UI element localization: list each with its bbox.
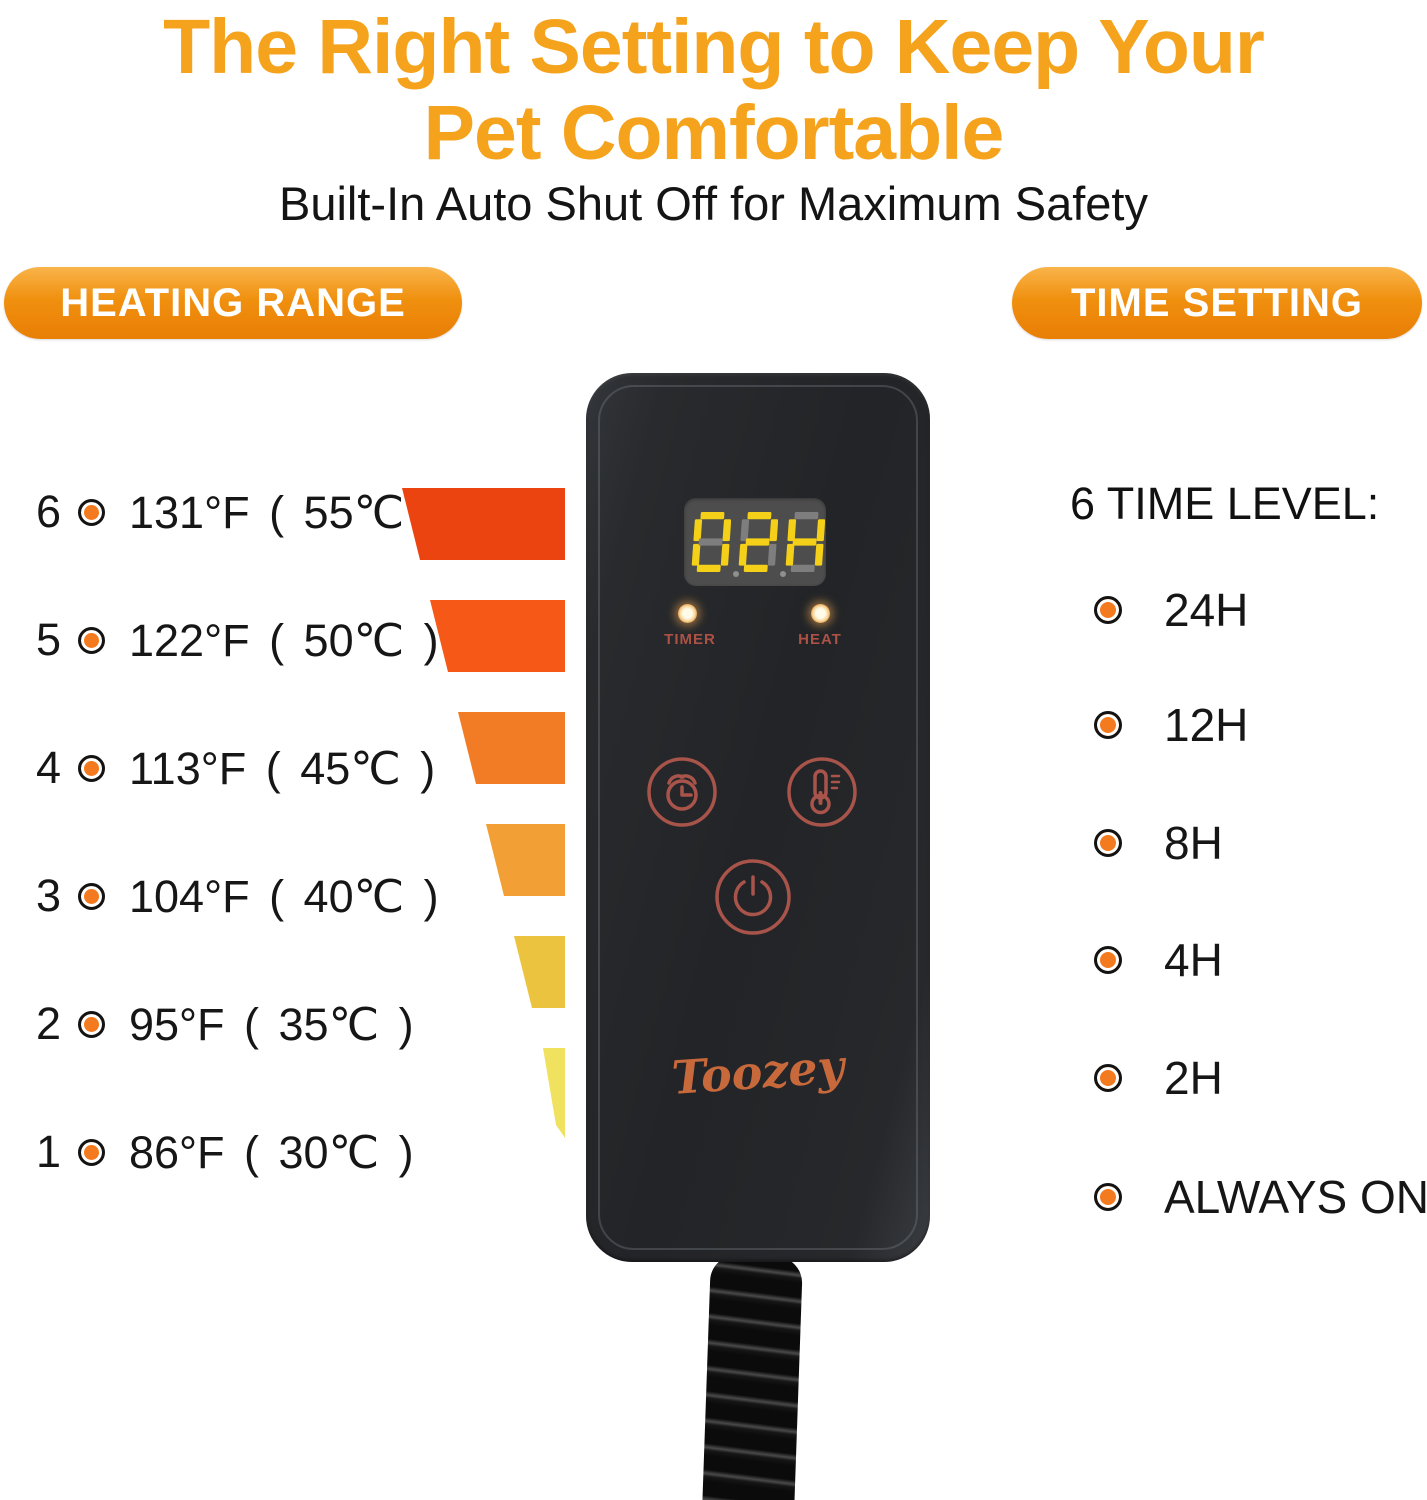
time-option-label: 4H bbox=[1164, 934, 1223, 986]
orange-bullet-icon bbox=[78, 754, 105, 782]
alarm-clock-icon bbox=[666, 774, 698, 811]
decimal-dot bbox=[733, 571, 739, 577]
heating-level-number: 5 bbox=[36, 614, 62, 665]
heating-level-temperature: 95°F ( 35℃ ) bbox=[129, 998, 414, 1050]
time-option-row: 2H bbox=[1094, 1050, 1223, 1106]
time-option-label: 8H bbox=[1164, 817, 1223, 869]
orange-bullet-icon bbox=[78, 882, 105, 910]
display-value bbox=[691, 509, 825, 575]
time-level-heading: 6 TIME LEVEL: bbox=[1070, 478, 1380, 529]
heat-bar-level1 bbox=[543, 1048, 565, 1138]
page-subtitle: Built-In Auto Shut Off for Maximum Safet… bbox=[279, 177, 1148, 230]
heating-level-temperature: 86°F ( 30℃ ) bbox=[129, 1126, 414, 1178]
orange-bullet-icon bbox=[78, 626, 105, 654]
led-display bbox=[684, 498, 826, 586]
orange-bullet-icon bbox=[1094, 596, 1122, 624]
timer-indicator-label: TIMER bbox=[664, 631, 716, 648]
power-icon bbox=[733, 875, 773, 917]
time-setting-badge: TIME SETTING bbox=[1012, 267, 1422, 339]
heat-bar-level3 bbox=[486, 824, 565, 896]
time-option-label: 12H bbox=[1164, 699, 1249, 751]
heating-level-temperature: 131°F ( 55℃ ) bbox=[129, 486, 439, 538]
heating-level-row: 6 131°F ( 55℃ ) bbox=[36, 484, 439, 540]
orange-bullet-icon bbox=[1094, 711, 1122, 739]
time-option-label: ALWAYS ON bbox=[1164, 1171, 1427, 1223]
page-title-line2: Pet Comfortable bbox=[423, 90, 1005, 176]
temperature-button bbox=[787, 757, 857, 827]
orange-bullet-icon bbox=[1094, 946, 1122, 974]
time-option-label: 24H bbox=[1164, 584, 1249, 636]
timer-button bbox=[647, 757, 717, 827]
time-option-row: 4H bbox=[1094, 932, 1223, 988]
controller-bezel bbox=[598, 385, 918, 1250]
heat-led-icon bbox=[811, 604, 830, 623]
time-option-row: ALWAYS ON bbox=[1094, 1169, 1427, 1225]
timer-led-icon bbox=[678, 604, 697, 623]
heat-bar-level5 bbox=[430, 600, 565, 672]
orange-bullet-icon bbox=[78, 1010, 105, 1038]
heating-level-row: 2 95°F ( 35℃ ) bbox=[36, 996, 414, 1052]
orange-bullet-icon bbox=[78, 1138, 105, 1166]
power-button bbox=[715, 859, 791, 935]
heating-level-number: 6 bbox=[36, 486, 62, 537]
page-title: The Right Setting to Keep Your Pet Comfo… bbox=[0, 4, 1427, 176]
heating-pad-controller: TIMER HEAT bbox=[586, 373, 930, 1262]
heat-indicator-label: HEAT bbox=[798, 631, 842, 648]
heating-range-badge: HEATING RANGE bbox=[4, 267, 462, 339]
time-option-row: 12H bbox=[1094, 697, 1248, 753]
heating-level-number: 2 bbox=[36, 998, 62, 1049]
heating-level-row: 3 104°F ( 40℃ ) bbox=[36, 868, 439, 924]
time-option-label: 2H bbox=[1164, 1052, 1223, 1104]
heating-level-temperature: 113°F ( 45℃ ) bbox=[129, 742, 436, 794]
heating-level-number: 1 bbox=[36, 1126, 62, 1177]
orange-bullet-icon bbox=[1094, 1183, 1122, 1211]
heat-bar-level6 bbox=[402, 488, 565, 560]
heat-gradient-bars bbox=[402, 488, 565, 1138]
heating-level-row: 1 86°F ( 30℃ ) bbox=[36, 1124, 414, 1180]
time-option-row: 24H bbox=[1094, 582, 1248, 638]
orange-bullet-icon bbox=[1094, 1064, 1122, 1092]
heating-level-row: 5 122°F ( 50℃ ) bbox=[36, 612, 439, 668]
orange-bullet-icon bbox=[1094, 829, 1122, 857]
heating-level-row: 4 113°F ( 45℃ ) bbox=[36, 740, 435, 796]
time-option-row: 8H bbox=[1094, 815, 1223, 871]
heating-level-temperature: 122°F ( 50℃ ) bbox=[129, 614, 439, 666]
heat-bar-level4 bbox=[458, 712, 565, 784]
heating-level-temperature: 104°F ( 40℃ ) bbox=[129, 870, 439, 922]
heating-level-number: 4 bbox=[36, 742, 62, 793]
orange-bullet-icon bbox=[78, 498, 105, 526]
decimal-dot bbox=[780, 571, 786, 577]
heating-level-number: 3 bbox=[36, 870, 62, 921]
coiled-power-cable bbox=[702, 1254, 803, 1500]
controller-buttons bbox=[647, 757, 857, 935]
page-title-line1: The Right Setting to Keep Your bbox=[163, 4, 1265, 90]
heat-bar-level2 bbox=[514, 936, 565, 1008]
thermometer-icon bbox=[810, 769, 841, 815]
